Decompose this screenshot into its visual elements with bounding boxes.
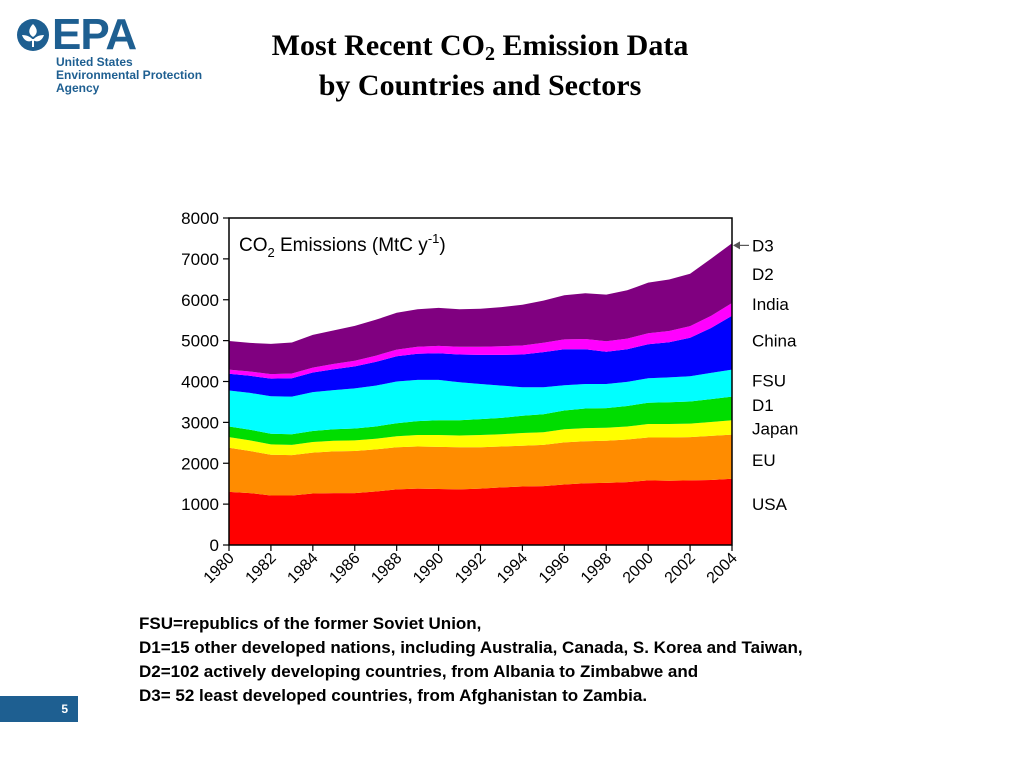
area-india bbox=[229, 303, 732, 379]
title-text-post: Emission Data bbox=[494, 29, 689, 62]
page-number: 5 bbox=[61, 702, 68, 716]
epa-wordmark: EPA bbox=[52, 10, 137, 59]
epa-flower-icon bbox=[17, 19, 49, 51]
legend-label-eu: EU bbox=[752, 451, 776, 470]
x-tick-label: 1990 bbox=[410, 550, 447, 587]
chart-title: CO2 Emissions (MtC y-1) bbox=[239, 231, 446, 260]
x-tick-label: 1992 bbox=[452, 550, 489, 587]
slide-title: Most Recent CO2 Emission Data by Countri… bbox=[180, 26, 780, 106]
y-tick-label: 0 bbox=[210, 536, 219, 555]
legend-label-d1: D1 bbox=[752, 396, 774, 415]
footnotes: FSU=republics of the former Soviet Union… bbox=[139, 612, 803, 708]
legend-label-japan: Japan bbox=[752, 420, 798, 439]
x-tick-label: 2002 bbox=[662, 550, 699, 587]
area-china bbox=[229, 315, 732, 397]
x-tick-label: 2000 bbox=[620, 550, 657, 587]
x-tick-label: 1984 bbox=[284, 550, 321, 587]
x-tick-label: 1982 bbox=[243, 550, 280, 587]
legend-label-usa: USA bbox=[752, 495, 788, 514]
legend-label-china: China bbox=[752, 332, 797, 351]
page-number-box: 5 bbox=[0, 696, 78, 722]
epa-logo: EPA United States Environmental Protecti… bbox=[16, 10, 216, 100]
legend-label-d2: D2 bbox=[752, 265, 774, 284]
slide-title-line1: Most Recent CO2 Emission Data bbox=[180, 26, 780, 66]
d3-pointer-arrow-icon bbox=[733, 241, 740, 250]
legend-label-fsu: FSU bbox=[752, 372, 786, 391]
legend-label-d3: D3 bbox=[752, 236, 774, 255]
title-text-pre: Most Recent CO bbox=[271, 29, 485, 62]
chart-title-part: Emissions (MtC y bbox=[275, 235, 429, 256]
agency-name-line3: Agency bbox=[56, 81, 100, 95]
area-eu bbox=[229, 434, 732, 496]
y-tick-label: 4000 bbox=[181, 373, 219, 392]
y-tick-label: 5000 bbox=[181, 332, 219, 351]
area-fsu bbox=[229, 369, 732, 435]
footnote-fsu: FSU=republics of the former Soviet Union… bbox=[139, 614, 482, 633]
area-d2 bbox=[229, 243, 732, 375]
x-tick-label: 1994 bbox=[494, 550, 531, 587]
area-d1 bbox=[229, 396, 732, 445]
agency-name-line2: Environmental Protection bbox=[56, 68, 203, 82]
y-tick-label: 2000 bbox=[181, 454, 219, 473]
x-tick-label: 1986 bbox=[326, 550, 363, 587]
y-tick-label: 3000 bbox=[181, 413, 219, 432]
area-usa bbox=[229, 478, 732, 545]
area-japan bbox=[229, 420, 732, 456]
x-tick-label: 2004 bbox=[704, 550, 741, 587]
footnote-d3: D3= 52 least developed countries, from A… bbox=[139, 686, 648, 705]
chart-title-part: CO bbox=[239, 235, 268, 256]
x-tick-label: 1998 bbox=[578, 550, 615, 587]
x-tick-label: 1980 bbox=[201, 550, 238, 587]
x-tick-label: 1988 bbox=[368, 550, 405, 587]
chart-title-part: -1 bbox=[428, 231, 440, 246]
chart-title-part: 2 bbox=[268, 245, 275, 260]
chart-title-part: ) bbox=[439, 235, 445, 256]
y-tick-label: 6000 bbox=[181, 291, 219, 310]
legend-label-india: India bbox=[752, 295, 789, 314]
slide-title-line2: by Countries and Sectors bbox=[318, 69, 642, 102]
agency-name: United States Environmental Protection A… bbox=[56, 56, 226, 95]
y-tick-label: 7000 bbox=[181, 250, 219, 269]
x-tick-label: 1996 bbox=[536, 550, 573, 587]
y-tick-label: 8000 bbox=[181, 209, 219, 228]
agency-name-line1: United States bbox=[56, 55, 133, 69]
title-subscript: 2 bbox=[484, 43, 495, 65]
footnote-d2: D2=102 actively developing countries, fr… bbox=[139, 662, 699, 681]
y-tick-label: 1000 bbox=[181, 495, 219, 514]
footnote-d1: D1=15 other developed nations, including… bbox=[139, 638, 803, 657]
